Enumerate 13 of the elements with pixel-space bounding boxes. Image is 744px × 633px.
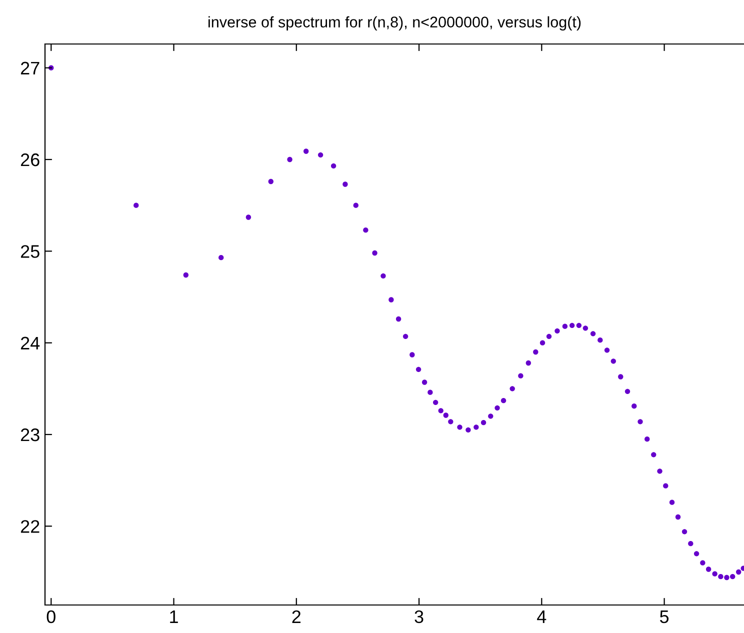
y-tick-label: 23 xyxy=(20,428,40,442)
y-tick-label: 22 xyxy=(20,520,40,533)
x-tick-label: 1 xyxy=(170,610,178,623)
x-tick-label: 2 xyxy=(292,610,301,623)
y-tick-label: 25 xyxy=(20,245,40,258)
y-tick-label: 27 xyxy=(20,62,40,74)
y-tick-label: 26 xyxy=(20,153,40,166)
x-tick-label: 3 xyxy=(414,610,424,624)
chart-title: inverse of spectrum for r(n,8), n<2000000, versus log(t) xyxy=(208,16,581,31)
x-tick-label: 5 xyxy=(660,610,669,624)
x-tick-label: 0 xyxy=(46,610,56,624)
y-tick-label: 24 xyxy=(20,336,40,350)
x-tick-label: 4 xyxy=(537,610,546,623)
